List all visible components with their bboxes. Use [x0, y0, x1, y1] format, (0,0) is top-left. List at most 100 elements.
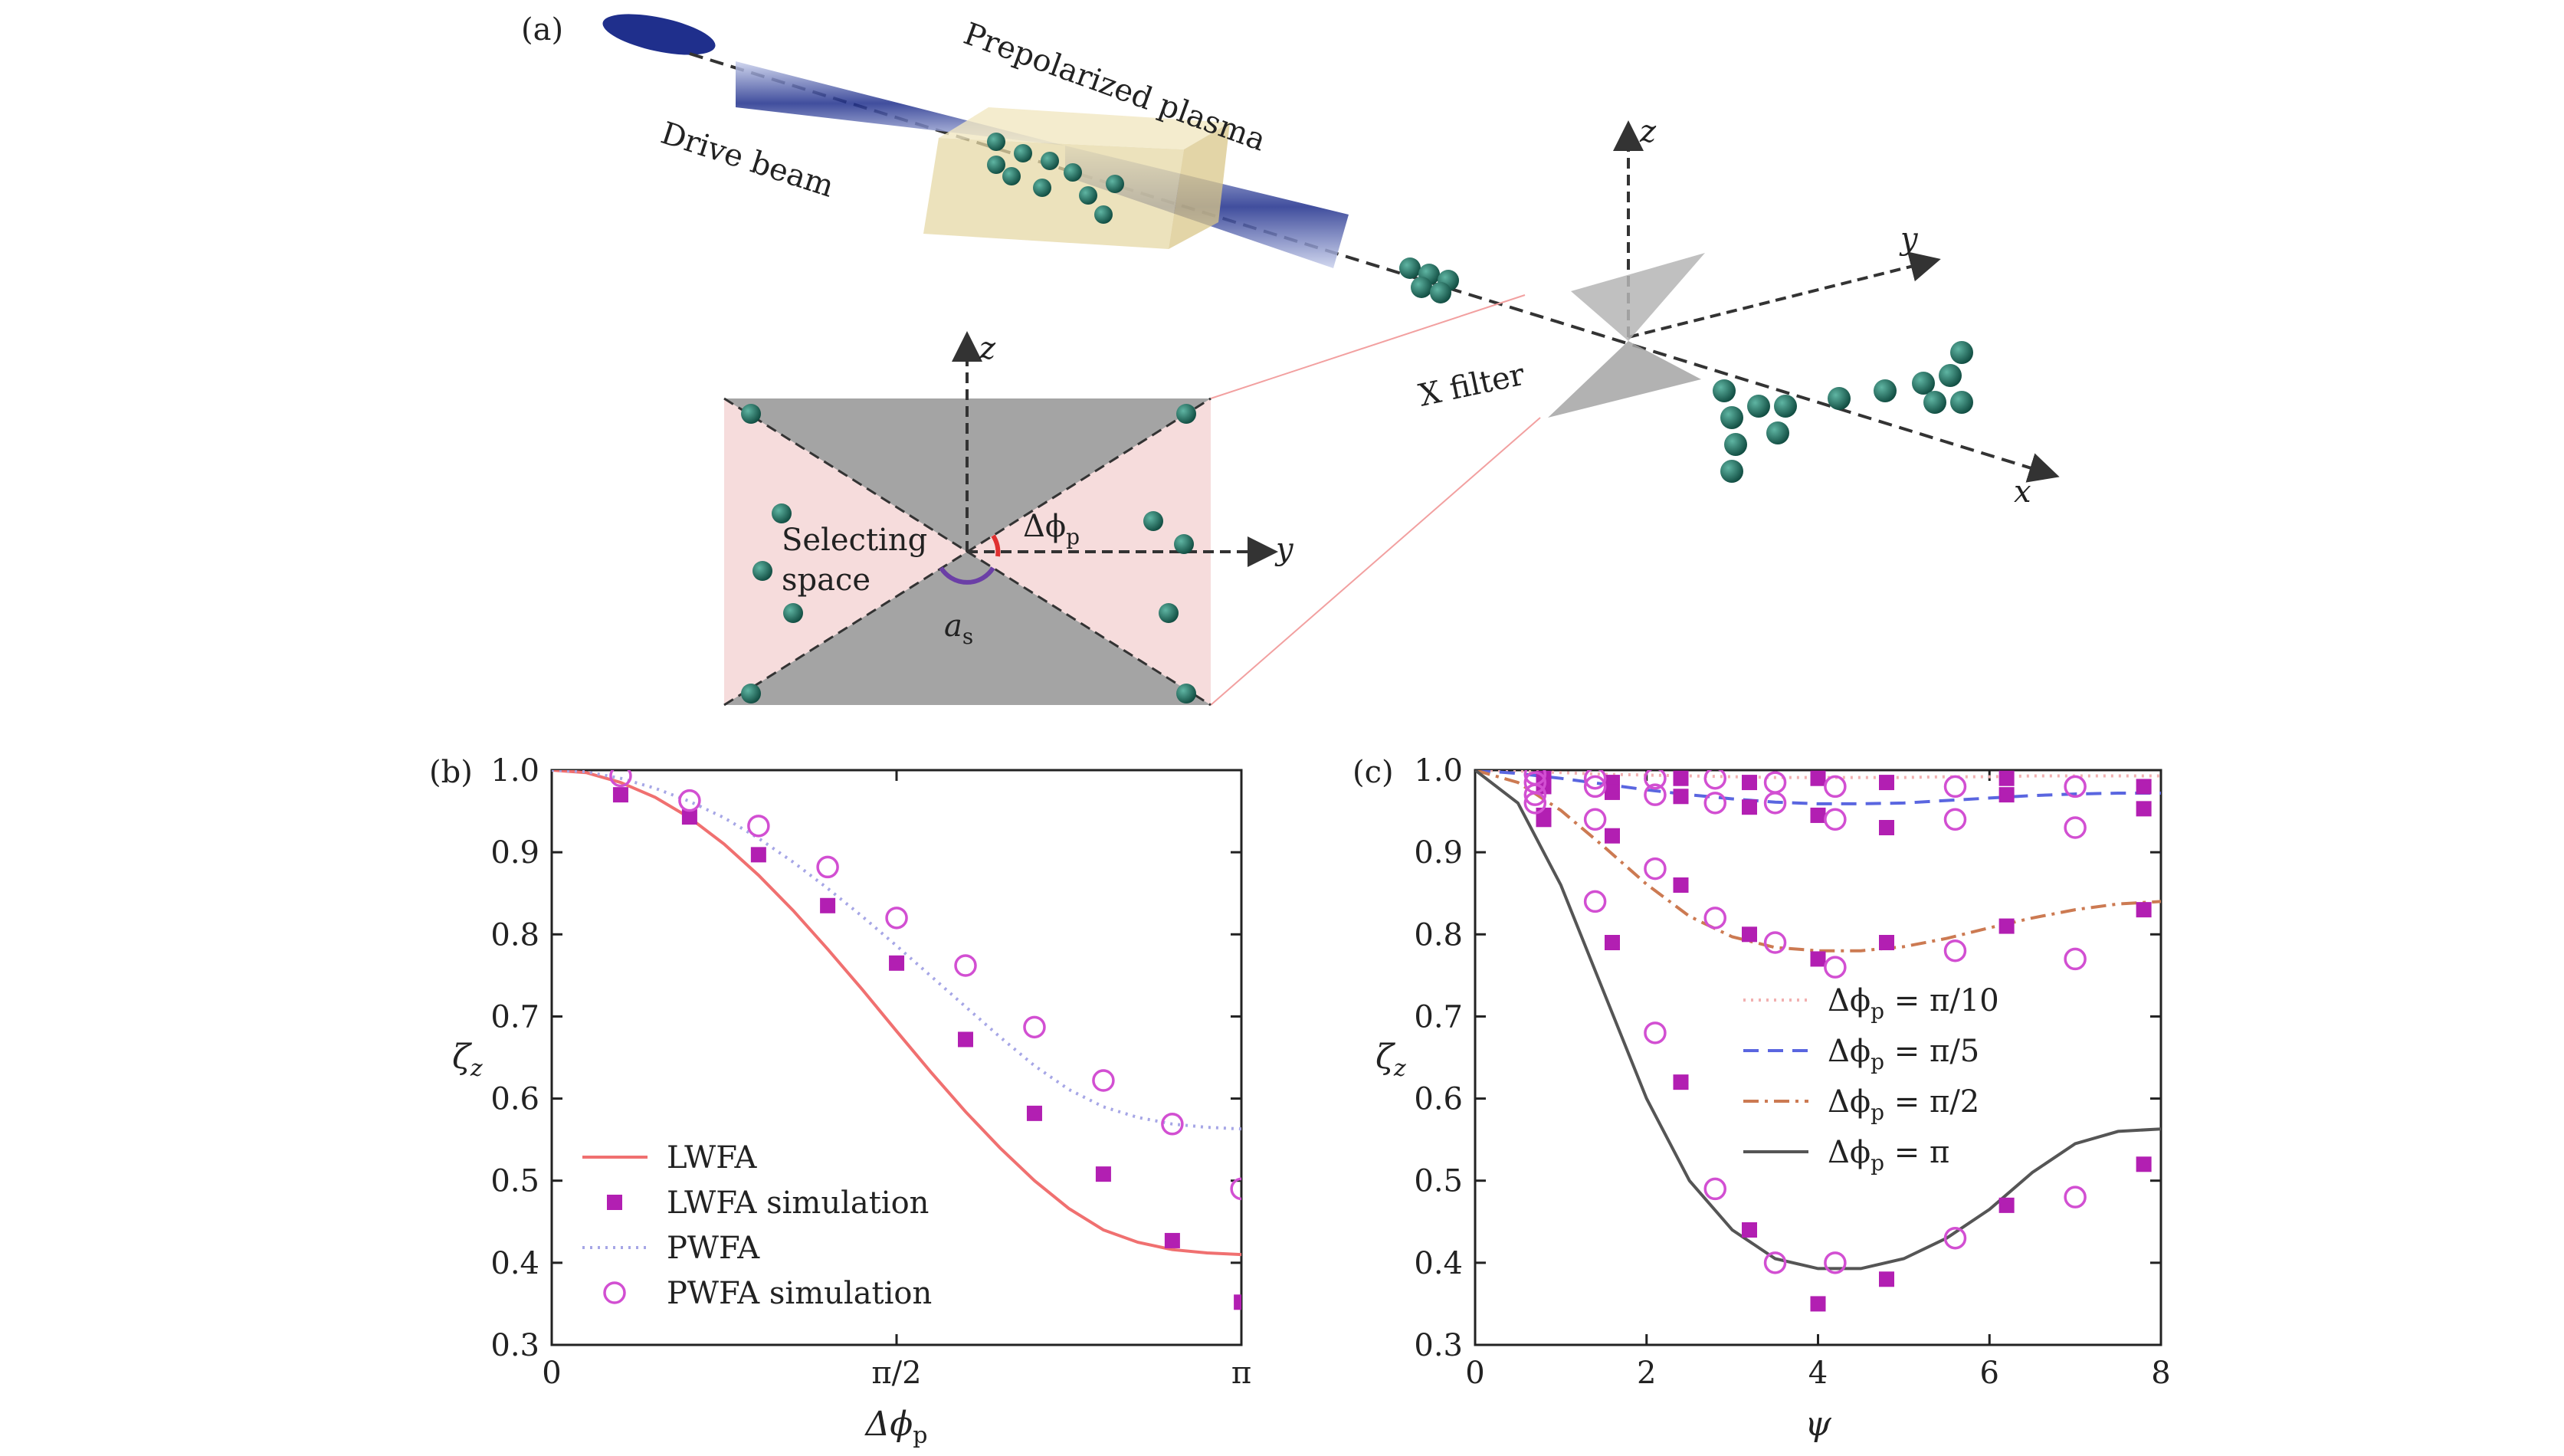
y-tick-label: 0.3: [490, 1328, 539, 1363]
data-point-circle: [1824, 956, 1847, 979]
data-point-square: [1673, 770, 1689, 786]
legend-label: PWFA simulation: [667, 1276, 932, 1311]
legend-label: Δϕp = π/5: [1828, 1034, 1979, 1074]
data-point-square: [1998, 770, 2015, 786]
data-point-circle: [1943, 808, 1967, 831]
data-point-circle: [1644, 770, 1667, 790]
panel-label: (c): [1352, 755, 1394, 790]
data-point-square: [1742, 1222, 1757, 1238]
data-point-circle: [1943, 775, 1967, 799]
data-point-square: [1742, 775, 1757, 791]
data-point-square: [1742, 799, 1757, 815]
y-tick-label: 1.0: [1414, 753, 1463, 789]
legend-swatch-square: [607, 1195, 622, 1210]
inset-selecting-space: [723, 331, 1278, 707]
data-point-square: [1234, 1294, 1241, 1310]
data-point-circle: [1644, 783, 1667, 806]
y-axis-label: ζz: [452, 1038, 483, 1082]
data-point-circle: [1763, 1251, 1787, 1274]
data-point-circle: [1583, 775, 1607, 799]
data-point-square: [889, 955, 905, 971]
data-point-circle: [678, 789, 701, 812]
data-point-square: [1879, 1271, 1894, 1287]
legend-label: Δϕp = π/2: [1828, 1084, 1979, 1125]
x-tick-label: 8: [2151, 1356, 2170, 1391]
series-line: [1475, 770, 2161, 1271]
data-point-circle: [1824, 808, 1847, 831]
data-point-circle: [1763, 771, 1787, 794]
data-point-circle: [1161, 1113, 1184, 1136]
data-point-square: [750, 847, 766, 863]
series-line: [1475, 770, 2161, 953]
panel-a: (a) Drive beam Prepolarized plas: [521, 12, 2060, 707]
y-tick-label: 1.0: [490, 753, 539, 789]
data-point-square: [1164, 1232, 1180, 1248]
data-point-square: [1605, 935, 1620, 950]
a-s-label: as: [944, 608, 973, 649]
y-axis-label: ζz: [1375, 1038, 1406, 1082]
x-tick-label: 6: [1980, 1356, 1999, 1391]
legend-label: LWFA: [667, 1140, 757, 1176]
data-point-circle: [1644, 1021, 1667, 1044]
data-point-circle: [1703, 792, 1726, 815]
data-point-square: [681, 809, 697, 825]
data-point-square: [1810, 770, 1826, 786]
plot-frame: [1474, 769, 2162, 1346]
data-point-circle: [1703, 770, 1726, 790]
y-tick-label: 0.8: [490, 917, 539, 953]
data-point-circle: [747, 815, 770, 838]
legend-swatch-circle: [603, 1281, 626, 1304]
data-point-circle: [2064, 947, 2087, 971]
y-axis-3d-label: y: [1899, 221, 1919, 257]
data-point-circle: [1092, 1069, 1115, 1092]
x-axis-3d-label: x: [2014, 474, 2031, 510]
data-point-circle: [1644, 857, 1667, 880]
data-point-circle: [1943, 939, 1967, 962]
data-point-circle: [1583, 770, 1607, 790]
y-tick-label: 0.9: [490, 835, 539, 871]
drive-beam-label: Drive beam: [657, 116, 838, 205]
data-point-circle: [1763, 931, 1787, 954]
y-tick-label: 0.5: [490, 1164, 539, 1199]
data-point-circle: [2064, 775, 2087, 799]
data-point-square: [1605, 784, 1620, 800]
series-line: [552, 770, 1241, 1257]
data-point-square: [958, 1031, 974, 1048]
data-point-square: [1810, 951, 1826, 967]
x-tick-label: π/2: [871, 1356, 921, 1391]
legend-label: PWFA: [667, 1231, 760, 1266]
legend-label: Δϕp = π: [1828, 1135, 1949, 1176]
data-point-square: [1673, 1074, 1689, 1090]
series-line: [1475, 770, 2161, 805]
y-tick-label: 0.7: [490, 999, 539, 1035]
data-point-square: [1095, 1166, 1111, 1182]
y-tick-label: 0.8: [1414, 917, 1463, 953]
selecting-space-label-2: space: [782, 562, 871, 598]
x-tick-label: 4: [1808, 1356, 1828, 1391]
data-point-square: [2136, 1156, 2152, 1172]
plasma-particles: [987, 133, 1124, 224]
data-point-circle: [2064, 816, 2087, 839]
data-point-square: [2136, 801, 2152, 817]
y-tick-label: 0.4: [490, 1246, 539, 1281]
series-line: [552, 770, 1241, 1131]
data-point-circle: [1824, 1251, 1847, 1274]
y-tick-label: 0.9: [1414, 835, 1463, 871]
y-tick-label: 0.6: [490, 1082, 539, 1117]
data-point-circle: [1583, 890, 1607, 913]
y-tick-label: 0.7: [1414, 999, 1463, 1035]
y-tick-label: 0.5: [1414, 1164, 1463, 1199]
inset-z-label: z: [979, 331, 996, 366]
inset-y-label: y: [1274, 532, 1294, 567]
panel-a-label: (a): [521, 12, 563, 48]
data-point-square: [1026, 1105, 1042, 1121]
data-point-circle: [1230, 1177, 1241, 1201]
chart-panel-b: 0.3 0.4 0.5 0.6 0.7 0.8 0.9 1.0 0 π/2 π Δϕp ζz (b) LWF…: [429, 753, 1251, 1449]
x-tick-label: 0: [542, 1356, 561, 1391]
witness-bunch: [1399, 257, 1459, 303]
data-point-circle: [1703, 907, 1726, 930]
data-point-circle: [885, 907, 908, 930]
y-tick-label: 0.3: [1414, 1328, 1463, 1363]
chart-panel-c: 0.3 0.4 0.5 0.6 0.7 0.8 0.9 1.0 0 2 4 6 8 ψ ζz (c) Δϕp =…: [1352, 753, 2171, 1444]
